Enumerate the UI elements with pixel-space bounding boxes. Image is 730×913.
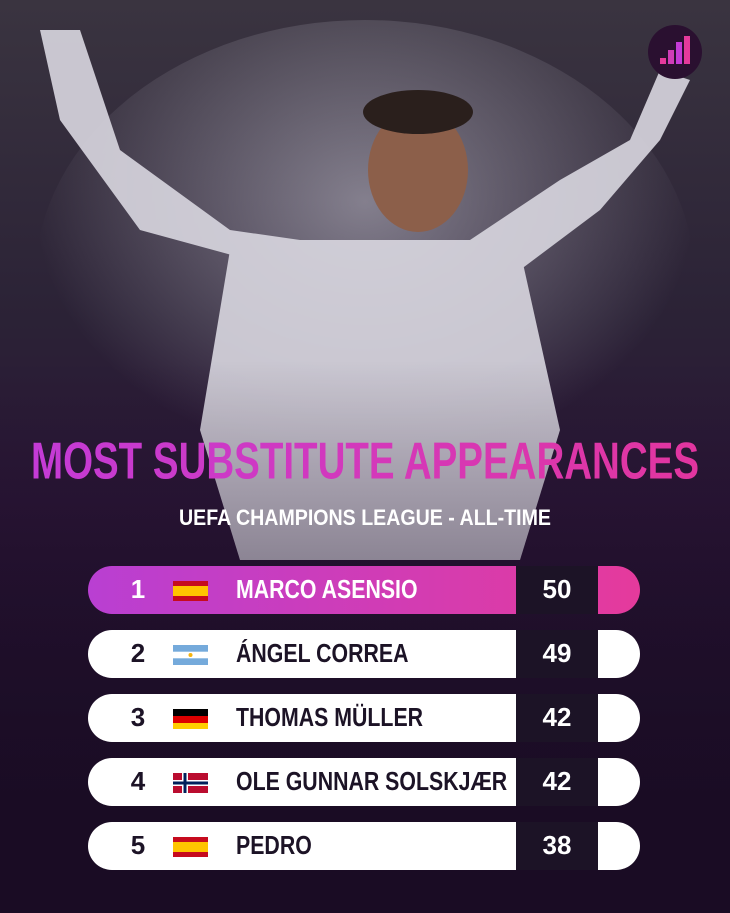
row-background	[88, 630, 640, 678]
player-name: OLE GUNNAR SOLSKJÆR	[236, 767, 507, 797]
value: 42	[543, 702, 572, 732]
row: 3 THOMAS MÜLLER 42	[88, 694, 640, 742]
value-box	[516, 566, 598, 614]
flag	[173, 773, 208, 793]
logo	[648, 25, 702, 79]
row: 4 OLE GUNNAR SOLSKJÆR 42	[88, 758, 640, 806]
title: MOST SUBSTITUTE APPEARANCES	[31, 433, 699, 491]
value: 50	[543, 574, 572, 604]
row: 2 ÁNGEL CORREA 49	[88, 630, 640, 678]
row: 5 PEDRO 38	[88, 822, 640, 870]
player-name: PEDRO	[236, 831, 312, 861]
rank: 2	[131, 638, 145, 668]
rank: 3	[131, 702, 145, 732]
player-hair	[363, 90, 473, 134]
flag	[173, 709, 208, 729]
value: 49	[543, 638, 572, 668]
player-name: ÁNGEL CORREA	[236, 638, 408, 669]
value-box	[516, 822, 598, 870]
subtitle: UEFA CHAMPIONS LEAGUE - ALL-TIME	[179, 505, 551, 530]
row-background	[88, 758, 640, 806]
value-box	[516, 694, 598, 742]
rank: 4	[131, 766, 146, 796]
value: 38	[543, 830, 572, 860]
row: 1 MARCO ASENSIO 50	[88, 566, 640, 614]
flag	[173, 837, 208, 857]
row-background	[88, 566, 640, 614]
row-background	[88, 694, 640, 742]
rank: 5	[131, 830, 145, 860]
player-name: THOMAS MÜLLER	[236, 703, 423, 733]
flag	[173, 645, 208, 665]
value: 42	[543, 766, 572, 796]
player-name: MARCO ASENSIO	[236, 575, 418, 605]
value-box	[516, 630, 598, 678]
row-background	[88, 822, 640, 870]
value-box	[516, 758, 598, 806]
player-head	[368, 108, 468, 232]
rank: 1	[131, 574, 145, 604]
flag	[173, 581, 208, 601]
